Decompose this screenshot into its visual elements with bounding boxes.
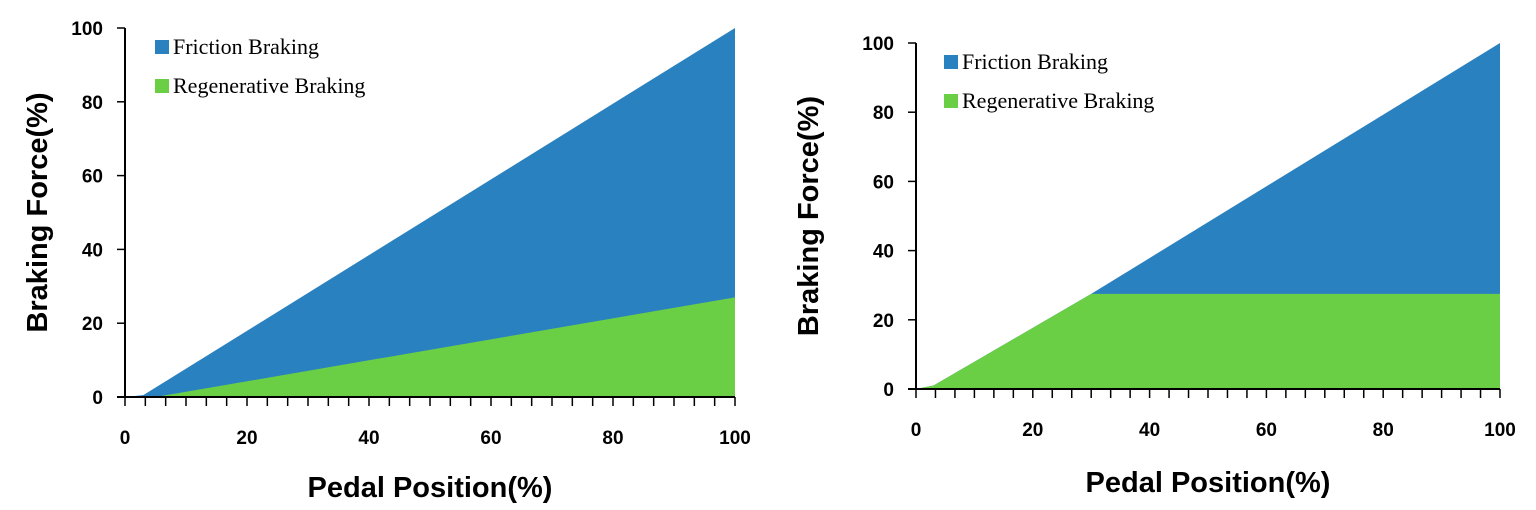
y-tick-label: 20 xyxy=(873,311,894,332)
x-tick-label: 40 xyxy=(358,428,379,449)
y-tick-label: 20 xyxy=(82,314,103,335)
x-tick-label: 80 xyxy=(602,428,623,449)
x-tick-label: 20 xyxy=(236,428,257,449)
y-tick-label: 60 xyxy=(873,172,894,193)
x-axis-label: Pedal Position(%) xyxy=(308,472,553,504)
x-tick-label: 40 xyxy=(1139,420,1160,441)
x-tick-label: 20 xyxy=(1022,420,1043,441)
legend-swatch xyxy=(155,40,169,54)
x-tick-label: 60 xyxy=(1256,420,1277,441)
y-tick-label: 40 xyxy=(873,242,894,263)
y-axis-label: Braking Force(%) xyxy=(22,92,54,332)
legend-label: Friction Braking xyxy=(173,34,319,59)
y-tick-label: 60 xyxy=(82,167,103,188)
y-tick-label: 80 xyxy=(82,93,103,114)
x-tick-label: 0 xyxy=(120,428,131,449)
y-tick-label: 80 xyxy=(873,103,894,124)
y-axis-label: Braking Force(%) xyxy=(793,96,825,336)
chart-panel-1: 0 20 40 60 80 100 0 20 40 60 80 100 Pedal Position(%… xyxy=(22,19,751,504)
y-tick-label: 100 xyxy=(71,19,103,40)
x-tick-label: 80 xyxy=(1373,420,1394,441)
chart-panel-2: 0 20 40 60 80 100 0 20 40 60 80 100 Pedal Position(%… xyxy=(793,34,1516,499)
x-tick-label: 100 xyxy=(719,428,751,449)
x-tick-label: 100 xyxy=(1484,420,1516,441)
area-regenerative-braking xyxy=(916,293,1500,389)
legend-label: Regenerative Braking xyxy=(962,88,1154,113)
y-tick-label: 0 xyxy=(883,380,894,401)
x-axis-label: Pedal Position(%) xyxy=(1086,467,1331,499)
legend-swatch xyxy=(155,79,169,93)
area-regenerative-braking xyxy=(125,297,735,397)
x-tick-label: 60 xyxy=(480,428,501,449)
legend-swatch xyxy=(944,55,958,69)
x-tick-label: 0 xyxy=(911,420,922,441)
y-tick-label: 40 xyxy=(82,240,103,261)
legend-label: Friction Braking xyxy=(962,49,1108,74)
legend-swatch xyxy=(944,94,958,108)
area-friction-braking xyxy=(125,28,735,397)
y-tick-label: 100 xyxy=(862,34,894,55)
y-tick-label: 0 xyxy=(92,388,103,409)
legend-label: Regenerative Braking xyxy=(173,73,365,98)
